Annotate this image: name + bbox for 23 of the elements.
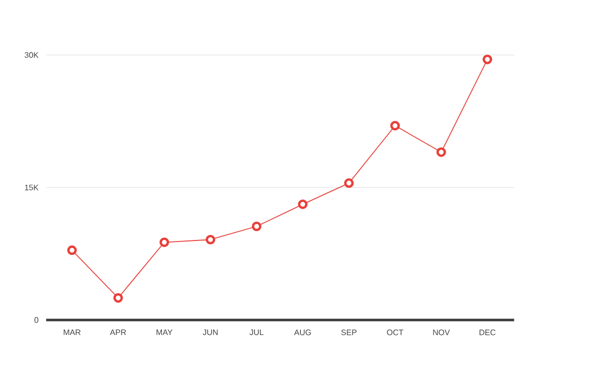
x-tick-label: NOV (433, 330, 450, 336)
point (206, 234, 216, 244)
x-tick-label: OCT (387, 330, 404, 336)
x-tick-label: SEP (341, 330, 356, 336)
point (67, 245, 77, 256)
point (160, 237, 170, 248)
y-tick-label: 0 (34, 317, 38, 323)
y-tick-label: 15K (25, 184, 39, 190)
point (482, 54, 492, 64)
point (298, 199, 308, 210)
point (436, 147, 446, 157)
x-tick-label: AUG (294, 330, 311, 336)
x-tick-label: MAY (156, 330, 173, 336)
x-tick-label: JUL (250, 330, 264, 336)
point (390, 120, 400, 130)
x-tick-label: APR (110, 330, 126, 336)
x-tick-label: DEC (480, 330, 496, 336)
y-tick-label: 30K (24, 52, 39, 58)
x-tick-label: MAR (64, 330, 81, 336)
point (252, 222, 262, 232)
point (344, 178, 354, 188)
point (113, 293, 123, 303)
x-tick-label: JUN (202, 330, 218, 336)
